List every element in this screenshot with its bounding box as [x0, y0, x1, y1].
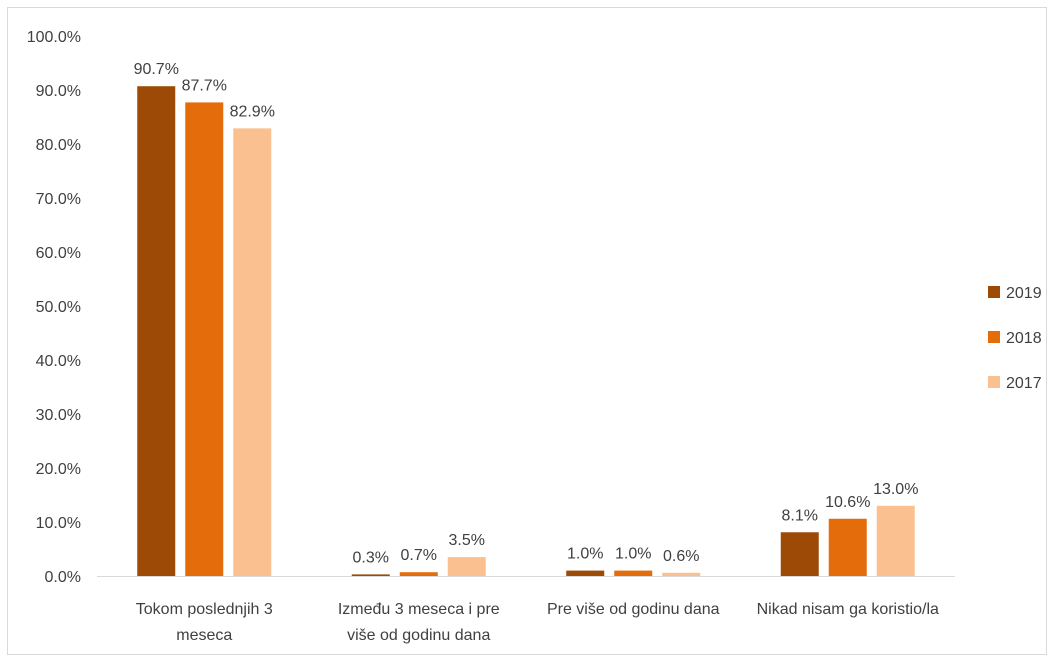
y-tick-label: 20.0% [36, 461, 81, 478]
x-category-label: meseca [176, 627, 232, 644]
x-category-label: Između 3 meseca i pre [338, 601, 500, 618]
x-axis: Tokom poslednjih 3 meseca Između 3 meseca … [97, 576, 955, 644]
chart-frame [7, 7, 1047, 655]
legend-swatch-2018 [988, 331, 1000, 343]
legend-swatch-2019 [988, 286, 1000, 298]
bar-2018 [614, 570, 653, 576]
y-axis: 0.0% 10.0% 20.0% 30.0% 40.0% 50.0% 60.0% 70.0% 8… [27, 29, 81, 586]
y-tick-label: 0.0% [45, 569, 81, 586]
data-label: 90.7% [134, 61, 179, 78]
y-tick-label: 30.0% [36, 407, 81, 424]
y-tick-label: 70.0% [36, 191, 81, 208]
data-label: 10.6% [825, 494, 870, 511]
data-label: 8.1% [782, 507, 818, 524]
bar-2019 [566, 570, 605, 576]
bar-2018 [828, 518, 867, 576]
legend: 2019 2018 2017 [988, 285, 1042, 392]
bars [137, 86, 915, 577]
legend-label: 2019 [1006, 285, 1042, 302]
x-category-label: više od godinu dana [347, 627, 490, 644]
bar-2017 [876, 505, 915, 576]
data-label: 3.5% [449, 532, 485, 549]
bar-2018 [399, 572, 438, 576]
x-category-label: Tokom poslednjih 3 [136, 601, 273, 618]
legend-swatch-2017 [988, 376, 1000, 388]
data-label: 1.0% [615, 546, 651, 563]
data-label: 0.3% [353, 549, 389, 566]
y-tick-label: 60.0% [36, 245, 81, 262]
y-tick-label: 50.0% [36, 299, 81, 316]
x-category-label: Nikad nisam ga koristio/la [757, 601, 939, 618]
data-label: 87.7% [182, 77, 227, 94]
y-tick-label: 40.0% [36, 353, 81, 370]
data-labels: 90.7%87.7%82.9% 0.3% 0.7% 3.5% 1.0% 1.0% 0.6% 8… [134, 61, 919, 566]
data-label: 0.7% [401, 547, 437, 564]
bar-2019 [351, 574, 390, 576]
data-label: 82.9% [230, 103, 275, 120]
data-label: 0.6% [663, 548, 699, 565]
legend-label: 2018 [1006, 330, 1042, 347]
bar-2017 [662, 572, 701, 576]
x-category-label: Pre više od godinu dana [547, 601, 720, 618]
bar-2019 [137, 86, 176, 576]
bar-2017 [233, 128, 272, 576]
y-tick-label: 100.0% [27, 29, 81, 46]
y-tick-label: 10.0% [36, 515, 81, 532]
bar-2019 [780, 532, 819, 576]
y-tick-label: 80.0% [36, 137, 81, 154]
data-label: 13.0% [873, 481, 918, 498]
bar-2018 [185, 102, 224, 577]
y-tick-label: 90.0% [36, 83, 81, 100]
data-label: 1.0% [567, 546, 603, 563]
legend-label: 2017 [1006, 375, 1042, 392]
bar-2017 [447, 557, 486, 576]
